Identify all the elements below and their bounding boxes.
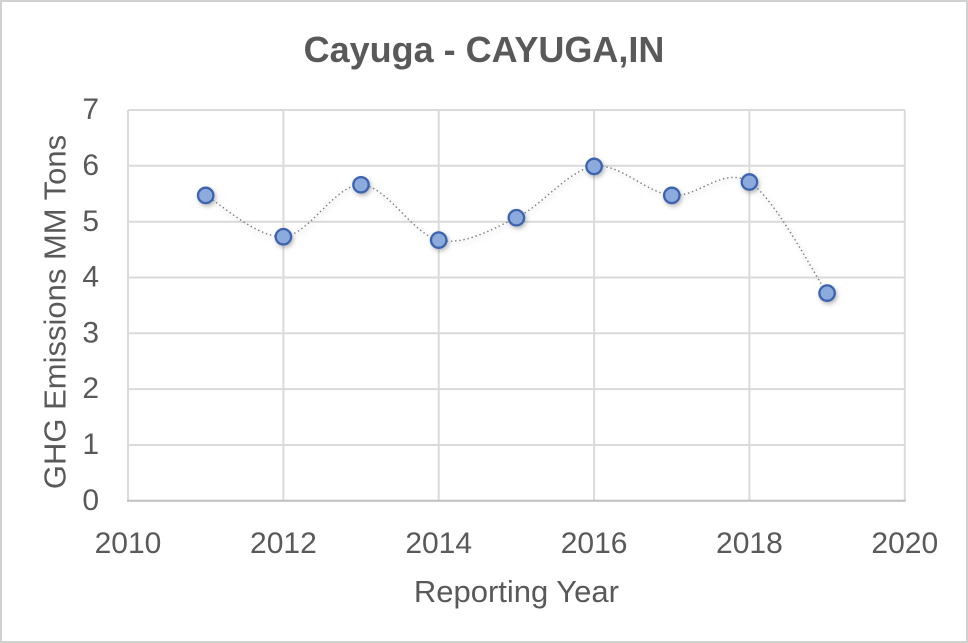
svg-text:GHG Emissions MM Tons: GHG Emissions MM Tons	[38, 135, 73, 489]
svg-text:Reporting Year: Reporting Year	[414, 574, 619, 609]
svg-text:2: 2	[82, 372, 99, 405]
svg-text:Cayuga - CAYUGA,IN: Cayuga - CAYUGA,IN	[304, 29, 665, 70]
svg-text:2012: 2012	[250, 527, 317, 560]
svg-text:4: 4	[82, 261, 99, 294]
svg-text:2018: 2018	[716, 527, 783, 560]
svg-text:0: 0	[82, 484, 99, 517]
svg-text:7: 7	[82, 93, 99, 126]
svg-text:2010: 2010	[95, 527, 162, 560]
svg-text:2016: 2016	[561, 527, 628, 560]
svg-text:3: 3	[82, 317, 99, 350]
svg-text:6: 6	[82, 149, 99, 182]
svg-text:1: 1	[82, 428, 99, 461]
svg-text:5: 5	[82, 205, 99, 238]
svg-text:2014: 2014	[405, 527, 472, 560]
svg-text:2020: 2020	[871, 527, 938, 560]
